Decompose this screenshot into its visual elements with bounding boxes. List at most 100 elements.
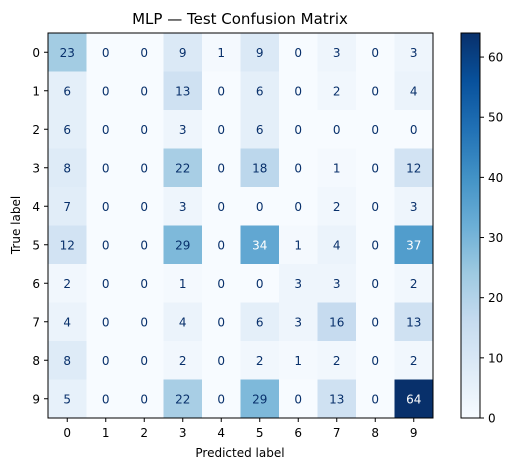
- heatmap-cell: [394, 148, 434, 188]
- cell-value-label: 0: [217, 84, 225, 98]
- cell-value-label: 3: [333, 277, 341, 291]
- heatmap-cell: [125, 264, 164, 303]
- x-axis-ticks: 0 1 2 3 4 5 6 7 8 9: [63, 418, 418, 440]
- heatmap-cell: [48, 110, 87, 149]
- cell-value-label: 0: [217, 123, 225, 137]
- heatmap-cell: [125, 33, 164, 72]
- cell-value-label: 8: [63, 354, 71, 368]
- cell-value-label: 64: [406, 392, 421, 406]
- heatmap-cell: [86, 71, 126, 111]
- cell-value-label: 0: [294, 84, 302, 98]
- colorbar-tick-label: 10: [488, 351, 503, 365]
- heatmap-cell: [317, 110, 357, 149]
- cell-value-label: 0: [217, 392, 225, 406]
- plot-frame: [47, 32, 434, 419]
- cell-value-label: 23: [60, 46, 75, 60]
- heatmap-cell: [356, 264, 395, 303]
- heatmap-cell: [240, 225, 280, 265]
- heatmap-cell: [48, 33, 87, 72]
- heatmap-cell: [317, 71, 357, 111]
- cell-value-label: 0: [102, 354, 110, 368]
- cell-value-label: 29: [252, 392, 267, 406]
- heatmap-cell: [356, 302, 395, 342]
- cell-value-label: 4: [410, 84, 418, 98]
- cell-value-label: 0: [294, 200, 302, 214]
- heatmap-cell: [317, 225, 357, 265]
- heatmap-cell: [394, 379, 434, 419]
- cell-value-label: 0: [217, 277, 225, 291]
- heatmap-cell: [240, 302, 280, 342]
- heatmap-cell: [317, 341, 357, 380]
- cell-value-label: 2: [256, 354, 264, 368]
- heatmap-cell: [240, 110, 280, 149]
- cell-value-label: 0: [102, 46, 110, 60]
- y-tick-label: 6: [32, 277, 40, 291]
- cell-value-label: 6: [63, 84, 71, 98]
- cell-value-label: 0: [371, 161, 379, 175]
- heatmap-cell: [202, 110, 241, 149]
- heatmap-cell: [394, 110, 434, 149]
- heatmap-cell: [240, 341, 280, 380]
- cell-value-label: 0: [140, 161, 148, 175]
- heatmap-cell: [240, 264, 280, 303]
- cell-value-label: 0: [371, 392, 379, 406]
- cell-value-label: 4: [179, 315, 187, 329]
- cell-value-label: 0: [140, 123, 148, 137]
- heatmap-cell: [202, 302, 241, 342]
- cell-value-label: 6: [256, 84, 264, 98]
- cell-value-label: 1: [217, 46, 225, 60]
- heatmap-cell: [279, 110, 318, 149]
- cell-value-label: 6: [63, 123, 71, 137]
- heatmap-cell: [125, 187, 164, 226]
- heatmap-cell: [356, 148, 395, 188]
- cell-value-label: 0: [140, 84, 148, 98]
- cell-value-label: 0: [217, 161, 225, 175]
- heatmap-cell: [394, 33, 434, 72]
- x-tick-label: 9: [410, 426, 418, 440]
- cell-value-label: 0: [102, 315, 110, 329]
- cell-value-label: 1: [333, 161, 341, 175]
- heatmap-cell: [356, 33, 395, 72]
- cell-value-label: 3: [179, 123, 187, 137]
- heatmap-cell: [86, 148, 126, 188]
- cell-value-label: 0: [294, 123, 302, 137]
- colorbar: [460, 32, 481, 419]
- cell-value-label: 0: [217, 238, 225, 252]
- cell-value-label: 0: [140, 46, 148, 60]
- cell-value-label: 0: [102, 277, 110, 291]
- cell-value-label: 0: [371, 354, 379, 368]
- chart-title: MLP — Test Confusion Matrix: [132, 10, 348, 28]
- heatmap-cell: [48, 225, 87, 265]
- y-axis-ticks: 0 1 2 3 4 5 6 7 8 9: [32, 46, 48, 406]
- heatmap-cell: [356, 110, 395, 149]
- x-axis-label: Predicted label: [195, 446, 284, 460]
- cell-value-label: 4: [333, 238, 341, 252]
- cell-value-label: 0: [102, 161, 110, 175]
- cell-value-label: 0: [371, 46, 379, 60]
- heatmap-cell: [279, 33, 318, 72]
- cell-value-label: 12: [406, 161, 421, 175]
- heatmap-cell: [317, 148, 357, 188]
- cell-value-label: 0: [140, 277, 148, 291]
- heatmap-cell: [86, 264, 126, 303]
- cell-value-label: 0: [371, 277, 379, 291]
- heatmap-cell: [394, 71, 434, 111]
- cell-value-label: 16: [329, 315, 344, 329]
- heatmap-cell: [356, 341, 395, 380]
- colorbar-tick-label: 50: [488, 111, 503, 125]
- cell-value-label: 2: [333, 200, 341, 214]
- cell-value-label: 1: [294, 238, 302, 252]
- cell-value-label: 2: [179, 354, 187, 368]
- heatmap-cell: [202, 187, 241, 226]
- x-tick-label: 5: [256, 426, 264, 440]
- colorbar-tick-label: 60: [488, 51, 503, 65]
- cell-value-label: 37: [406, 238, 421, 252]
- heatmap-cell: [240, 148, 280, 188]
- cell-value-label: 13: [175, 84, 190, 98]
- cell-value-label: 3: [179, 200, 187, 214]
- heatmap-cell: [394, 341, 434, 380]
- colorbar-tick-label: 20: [488, 291, 503, 305]
- heatmap-cell: [125, 110, 164, 149]
- cell-value-label: 13: [329, 392, 344, 406]
- heatmap-cell: [48, 341, 87, 380]
